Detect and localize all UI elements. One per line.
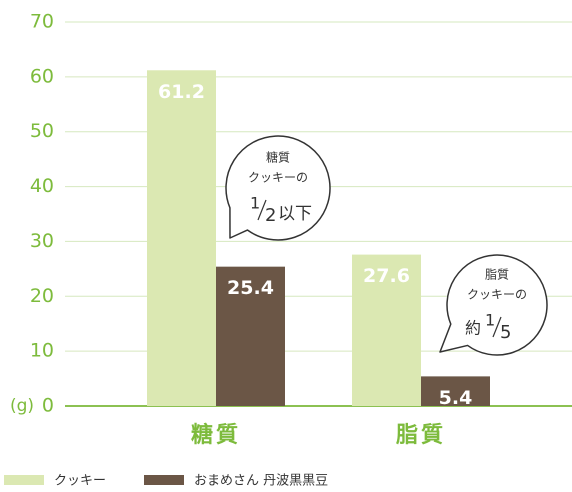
callout-bubble (225, 135, 331, 241)
callout-text: クッキーの (248, 171, 308, 185)
legend-swatch (4, 475, 44, 485)
x-tick-label: 糖質 (191, 422, 241, 448)
callout-emphasis: 12 以下 (250, 194, 312, 227)
legend-swatch (144, 475, 184, 485)
y-tick-label: 10 (30, 340, 54, 362)
y-tick-label: 30 (30, 230, 54, 252)
fraction-denominator: 2 (265, 205, 276, 226)
value-label: 61.2 (158, 81, 205, 103)
callout-suffix: 以下 (278, 204, 312, 224)
bar (421, 376, 490, 406)
callout-bubble (439, 254, 548, 356)
y-tick-label: 50 (30, 120, 54, 142)
value-label: 25.4 (227, 277, 274, 299)
y-tick-label: 0 (42, 395, 54, 417)
callout-text: 脂質 (485, 267, 509, 282)
fraction-denominator: 5 (500, 322, 511, 343)
callout-text: クッキーの (467, 288, 527, 302)
y-axis-label: (g) (10, 396, 34, 416)
bar (147, 70, 216, 406)
value-label: 27.6 (363, 265, 410, 287)
fraction-numerator: 1 (485, 311, 495, 330)
fraction-slash (492, 316, 502, 338)
callout-prefix: 約 (465, 319, 481, 338)
y-tick-label: 70 (30, 11, 54, 33)
bar (216, 266, 285, 406)
y-tick-label: 40 (30, 175, 54, 197)
legend-label: クッキー (54, 474, 106, 489)
x-tick-label: 脂質 (396, 422, 446, 448)
callout-emphasis: 約 15 (465, 311, 511, 344)
fraction-slash (257, 199, 267, 221)
bar (352, 254, 421, 406)
value-label: 5.4 (439, 387, 473, 409)
fraction-numerator: 1 (250, 194, 260, 213)
y-tick-label: 20 (30, 285, 54, 307)
legend-label: おまめさん 丹波黒黒豆 (194, 474, 328, 489)
callout-text: 糖質 (266, 150, 290, 165)
y-tick-label: 60 (30, 65, 54, 87)
